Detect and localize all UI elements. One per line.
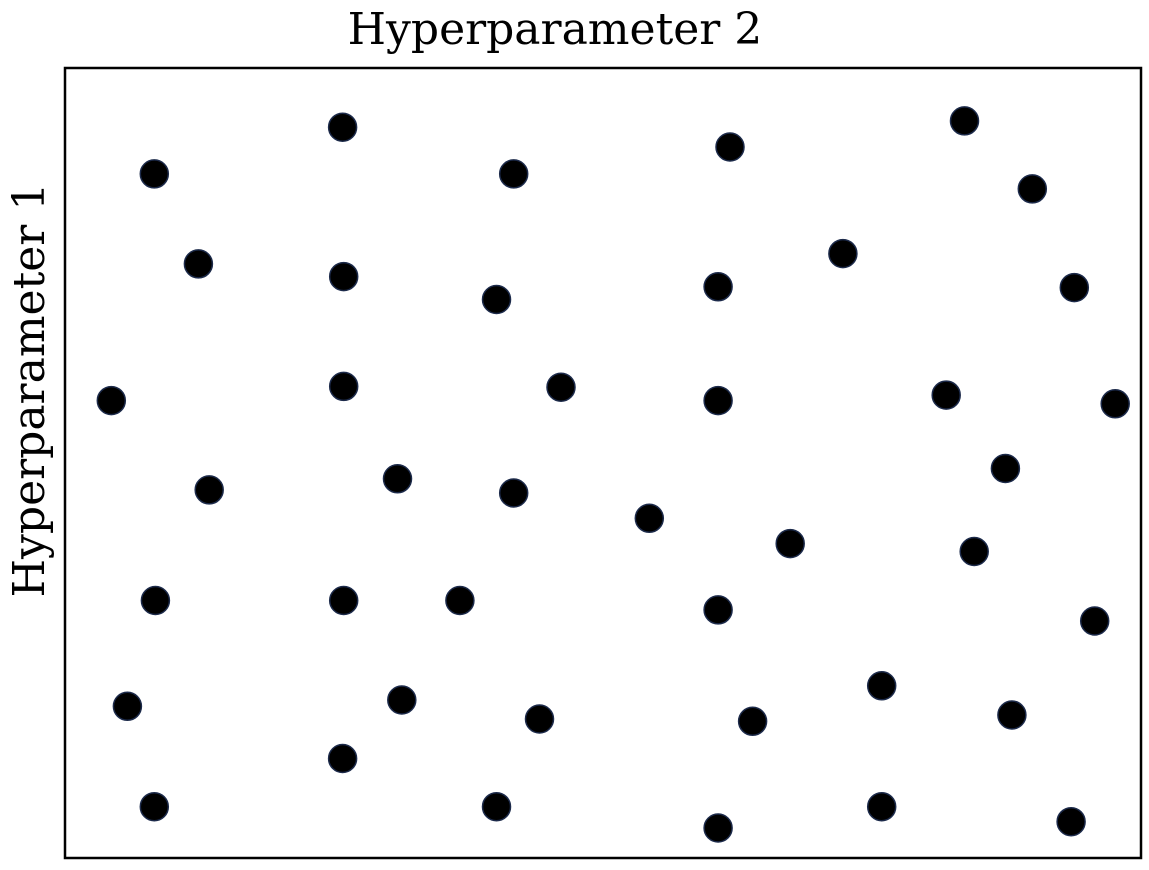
scatter-point-23	[775, 528, 805, 559]
scatter-point-30	[1079, 606, 1110, 636]
scatter-point-2	[715, 132, 745, 162]
scatter-point-15	[546, 372, 576, 402]
scatter-point-38	[139, 791, 170, 822]
scatter-point-37	[327, 743, 358, 774]
scatter-point-14	[328, 371, 359, 402]
scatter-point-20	[382, 464, 413, 494]
scatter-point-17	[931, 380, 961, 410]
scatter-point-25	[959, 536, 989, 567]
scatter-point-22	[634, 503, 665, 534]
scatter-point-5	[498, 159, 529, 189]
scatter-point-21	[498, 478, 529, 508]
scatter-point-39	[481, 791, 512, 822]
scatter-point-4	[139, 159, 170, 189]
scatter-point-29	[703, 595, 733, 625]
scatter-point-10	[703, 272, 733, 302]
scatter-point-9	[481, 284, 512, 315]
scatter-point-34	[737, 706, 768, 737]
plot-frame	[63, 66, 1143, 860]
scatter-point-32	[387, 685, 417, 715]
scatter-point-18	[1100, 389, 1130, 419]
scatter-point-40	[703, 813, 733, 843]
y-axis-title: Hyperparameter 1	[4, 183, 55, 598]
scatter-point-1	[327, 112, 358, 142]
scatter-point-16	[703, 385, 733, 416]
scatter-point-11	[828, 238, 858, 269]
scatter-point-19	[194, 475, 224, 505]
scatter-point-35	[866, 671, 897, 701]
points-layer	[96, 106, 1130, 843]
scatter-point-8	[328, 261, 359, 292]
scatter-point-27	[328, 585, 359, 616]
scatter-point-26	[140, 585, 171, 616]
scatter-point-12	[1059, 272, 1090, 303]
scatter-point-3	[949, 106, 980, 136]
scatter-point-42	[1056, 806, 1086, 837]
scatter-point-24	[990, 453, 1021, 484]
scatter-point-33	[524, 704, 555, 734]
scatter-point-31	[112, 691, 143, 722]
scatter-point-28	[445, 585, 475, 616]
scatter-point-13	[96, 385, 127, 416]
scatter-point-7	[183, 249, 214, 279]
scatter-point-41	[866, 791, 897, 822]
x-axis-title: Hyperparameter 2	[348, 4, 763, 55]
scatter-point-6	[1017, 174, 1048, 204]
scatter-point-36	[997, 700, 1027, 730]
